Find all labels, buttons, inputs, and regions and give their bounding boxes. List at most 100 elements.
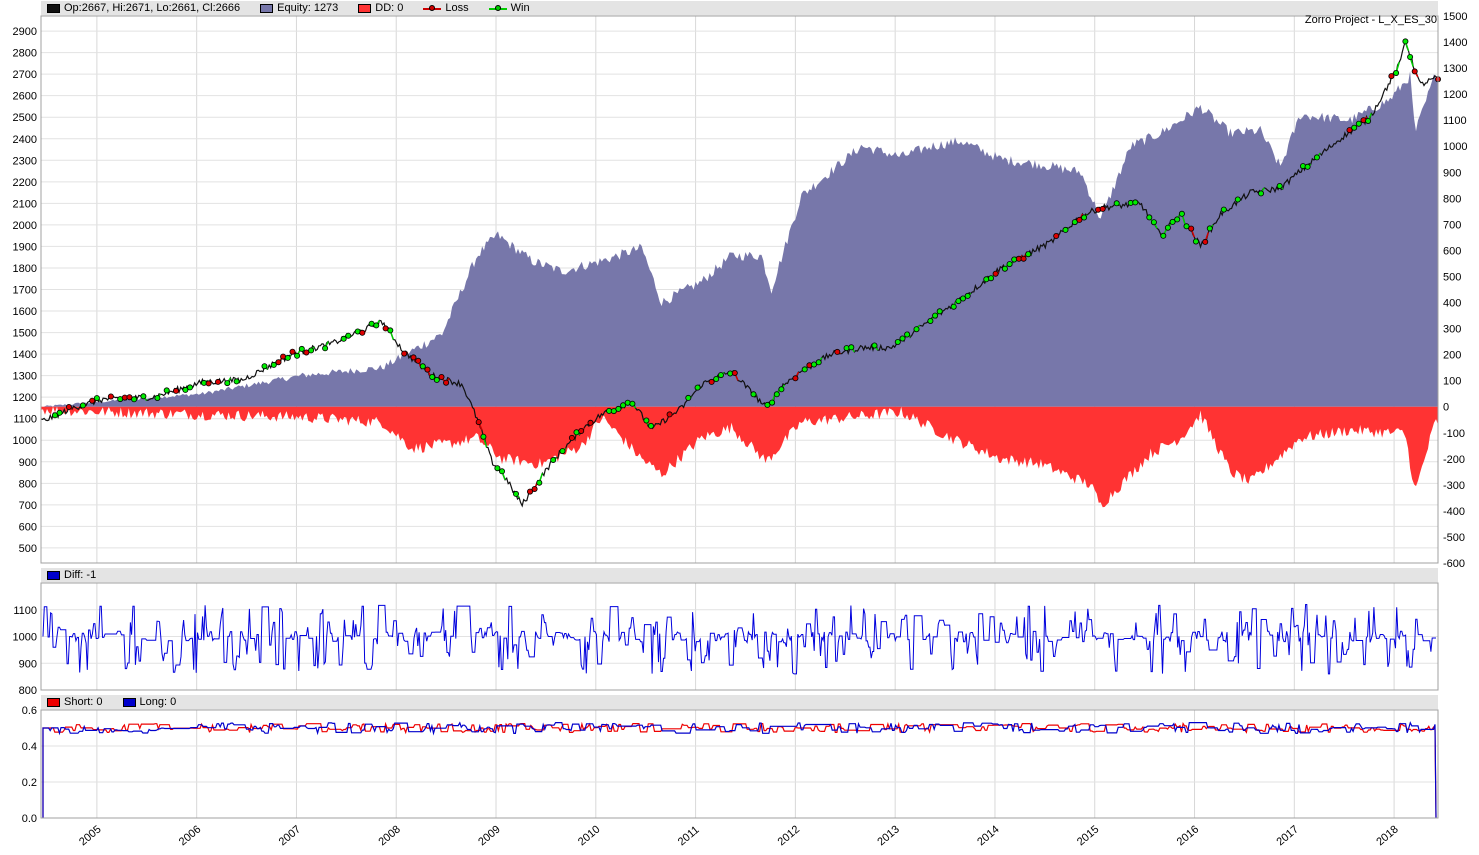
diff-tick-label: 800 [19,685,37,697]
right-tick-label: 400 [1443,298,1461,310]
win-marker [56,409,63,416]
diff-tick-label: 900 [19,658,37,670]
diff-legend-swatch [47,570,60,580]
win-marker [932,312,939,319]
loss-marker [992,270,999,277]
main-legend-item: Loss [423,2,469,14]
sl-tick-label: 0.2 [22,777,37,789]
loss-marker [1388,73,1395,80]
x-tick-label: 2017 [1275,823,1301,848]
win-marker [815,359,822,366]
win-marker [713,375,720,382]
main-legend-label: Op:2667, Hi:2671, Lo:2661, Cl:2666 [64,2,241,14]
left-tick-label: 1500 [13,328,37,340]
loss-marker [1053,232,1060,239]
win-marker [340,335,347,342]
main-legend-label: Win [510,2,530,14]
right-tick-label: 1100 [1443,115,1467,127]
diff-tick-label: 1100 [13,605,37,617]
left-tick-label: 900 [19,457,37,469]
win-marker [559,448,566,455]
win-marker [1355,120,1362,127]
x-tick-label: 2011 [676,824,702,848]
win-marker [764,401,771,408]
win-marker [284,354,291,361]
win-marker [1365,118,1372,125]
win-marker [1276,182,1283,189]
loss-marker [410,354,417,361]
left-tick-label: 2200 [13,177,37,189]
x-tick-label: 2005 [77,823,103,848]
right-tick-label: -400 [1443,506,1465,518]
main-legend-item: Equity: 1273 [260,2,338,14]
x-tick-label: 2013 [875,823,901,848]
loss-marker [708,378,715,385]
right-tick-label: 900 [1443,167,1461,179]
win-marker [648,422,655,429]
win-marker [960,295,967,302]
loss-marker [578,427,585,434]
win-marker [1351,124,1358,131]
equity-area [41,71,1438,407]
win-marker [988,275,995,282]
loss-marker [1099,205,1106,212]
right-tick-label: 500 [1443,271,1461,283]
loss-marker [527,488,534,495]
win-marker [1001,265,1008,272]
win-marker [1160,232,1167,239]
x-tick-label: 2006 [177,823,203,848]
loss-marker [568,434,575,441]
left-tick-label: 2700 [13,69,37,81]
win-marker [1169,218,1176,225]
win-marker [717,372,724,379]
win-marker [387,327,394,334]
project-label: Zorro Project - L_X_ES_30 [1304,14,1437,26]
right-tick-label: -300 [1443,480,1465,492]
win-marker [801,366,808,373]
win-marker [498,468,505,475]
x-tick-label: 2015 [1075,823,1101,848]
right-tick-label: 1400 [1443,37,1467,49]
x-tick-label: 2012 [776,823,802,848]
x-tick-label: 2007 [277,823,303,848]
right-tick-label: -200 [1443,454,1465,466]
win-marker [1220,206,1227,213]
win-marker [1234,196,1241,203]
win-marker [1025,251,1032,258]
left-tick-label: 600 [19,521,37,533]
win-marker [936,308,943,315]
win-marker [1304,163,1311,170]
loss-marker [214,378,221,385]
win-marker [1313,154,1320,161]
main-legend-swatch [260,3,274,13]
win-marker [769,399,776,406]
loss-marker [424,366,431,373]
win-marker [904,331,911,338]
diff-line [42,604,1436,675]
loss-marker [107,393,114,400]
loss-marker [359,329,366,336]
win-marker [1393,70,1400,77]
win-marker [233,378,240,385]
main-legend-label: Loss [445,2,469,14]
x-tick-label: 2008 [376,823,402,848]
main-legend: Op:2667, Hi:2671, Lo:2661, Cl:2666 Equity… [41,1,1438,16]
x-tick-label: 2014 [975,823,1001,848]
left-tick-label: 2800 [13,48,37,60]
win-marker [629,400,636,407]
loss-marker [1076,216,1083,223]
win-marker [1178,210,1185,217]
left-tick-label: 800 [19,478,37,490]
right-tick-label: 100 [1443,376,1461,388]
win-marker [1006,261,1013,268]
diff-legend-item: Diff: -1 [47,569,96,581]
win-marker [685,394,692,401]
left-tick-label: 1900 [13,241,37,253]
right-tick-label: -100 [1443,428,1465,440]
drawdown-area [41,406,1438,508]
win-marker [429,373,436,380]
win-marker [899,335,906,342]
win-marker [615,405,622,412]
sl-legend-item: Long: 0 [122,696,176,708]
